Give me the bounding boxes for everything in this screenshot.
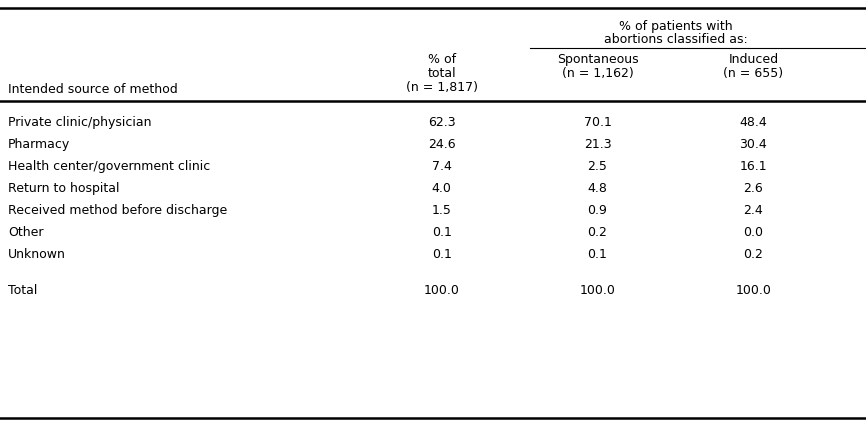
Text: 24.6: 24.6 (428, 138, 456, 151)
Text: 0.9: 0.9 (588, 204, 607, 217)
Text: 2.6: 2.6 (744, 182, 763, 195)
Text: 0.1: 0.1 (432, 248, 451, 261)
Text: 30.4: 30.4 (740, 138, 767, 151)
Text: Spontaneous: Spontaneous (557, 53, 638, 66)
Text: 4.0: 4.0 (432, 182, 451, 195)
Text: Received method before discharge: Received method before discharge (8, 204, 227, 217)
Text: 7.4: 7.4 (432, 160, 451, 173)
Text: Other: Other (8, 226, 43, 239)
Text: 1.5: 1.5 (432, 204, 451, 217)
Text: Induced: Induced (728, 53, 779, 66)
Text: Unknown: Unknown (8, 248, 66, 261)
Text: 70.1: 70.1 (584, 116, 611, 129)
Text: Private clinic/physician: Private clinic/physician (8, 116, 152, 129)
Text: 48.4: 48.4 (740, 116, 767, 129)
Text: 2.4: 2.4 (744, 204, 763, 217)
Text: 21.3: 21.3 (584, 138, 611, 151)
Text: abortions classified as:: abortions classified as: (604, 33, 747, 46)
Text: 0.1: 0.1 (588, 248, 607, 261)
Text: 100.0: 100.0 (735, 284, 772, 297)
Text: Total: Total (8, 284, 37, 297)
Text: 100.0: 100.0 (423, 284, 460, 297)
Text: 0.2: 0.2 (744, 248, 763, 261)
Text: Intended source of method: Intended source of method (8, 83, 178, 96)
Text: (n = 1,817): (n = 1,817) (405, 81, 478, 94)
Text: 2.5: 2.5 (588, 160, 607, 173)
Text: 0.1: 0.1 (432, 226, 451, 239)
Text: 4.8: 4.8 (588, 182, 607, 195)
Text: Health center/government clinic: Health center/government clinic (8, 160, 210, 173)
Text: % of: % of (428, 53, 456, 66)
Text: (n = 1,162): (n = 1,162) (562, 67, 633, 80)
Text: 16.1: 16.1 (740, 160, 767, 173)
Text: 0.0: 0.0 (743, 226, 764, 239)
Text: 62.3: 62.3 (428, 116, 456, 129)
Text: Return to hospital: Return to hospital (8, 182, 120, 195)
Text: total: total (427, 67, 456, 80)
Text: (n = 655): (n = 655) (723, 67, 784, 80)
Text: % of patients with: % of patients with (618, 20, 733, 33)
Text: 0.2: 0.2 (588, 226, 607, 239)
Text: 100.0: 100.0 (579, 284, 616, 297)
Text: Pharmacy: Pharmacy (8, 138, 70, 151)
